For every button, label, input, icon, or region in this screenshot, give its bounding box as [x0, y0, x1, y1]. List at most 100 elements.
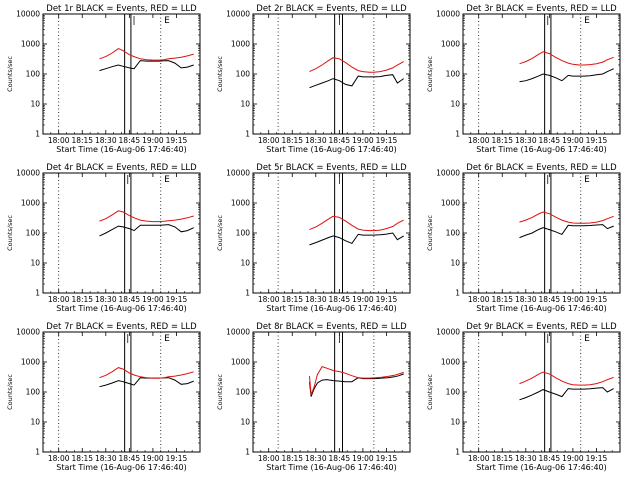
detector-panel-8: Det 8r BLACK = Events, RED = LLD 1 10 100 10…	[216, 322, 411, 472]
x-tick-label-3-5: 19:15	[586, 136, 608, 145]
y-tick-label-9-0: 1	[455, 448, 460, 457]
series-lld-line-7	[99, 367, 194, 379]
plot-frame-3	[462, 13, 621, 135]
x-tick-label-1-2: 18:30	[95, 136, 117, 145]
x-tick-label-7-2: 18:30	[95, 454, 117, 463]
series-lld-line-8	[309, 365, 404, 396]
x-tick-label-1-3: 18:45	[119, 136, 141, 145]
y-tick-label-1-4: 10000	[16, 10, 40, 19]
y-tick-label-9-4: 10000	[436, 328, 460, 337]
x-axis-label-7: Start Time (16-Aug-06 17:46:40)	[56, 463, 187, 472]
y-axis-label-1: Counts/sec	[6, 56, 14, 92]
y-tick-label-6-3: 1000	[441, 199, 460, 208]
panel-title-4: Det 4r BLACK = Events, RED = LLD	[46, 163, 197, 173]
x-axis-label-6: Start Time (16-Aug-06 17:46:40)	[476, 304, 607, 313]
x-tick-label-8-1: 18:15	[281, 454, 303, 463]
interval-box-3-0	[544, 13, 552, 135]
y-tick-label-8-3: 1000	[231, 358, 250, 367]
interval-box-6-0	[544, 172, 552, 294]
x-tick-label-7-1: 18:15	[71, 454, 93, 463]
series-events-line-1	[99, 60, 194, 72]
y-tick-label-1-3: 1000	[21, 40, 40, 49]
series-events-line-6	[519, 224, 614, 239]
y-axis-label-4: Counts/sec	[6, 215, 14, 251]
x-axis-label-5: Start Time (16-Aug-06 17:46:40)	[266, 304, 397, 313]
series-lld-line-1	[99, 48, 194, 61]
y-tick-label-5-4: 10000	[226, 169, 250, 178]
y-tick-label-3-0: 1	[455, 130, 460, 139]
detector-panel-4: Det 4r BLACK = Events, RED = LLD 1 10 100 10…	[6, 163, 201, 313]
y-tick-label-1-0: 1	[35, 130, 40, 139]
y-tick-label-6-0: 1	[455, 289, 460, 298]
x-tick-label-6-1: 18:15	[491, 295, 513, 304]
y-tick-label-2-4: 10000	[226, 10, 250, 19]
x-tick-label-3-3: 18:45	[539, 136, 561, 145]
x-tick-label-3-0: 18:00	[468, 136, 490, 145]
y-tick-label-7-4: 10000	[16, 328, 40, 337]
x-tick-label-9-4: 19:00	[562, 454, 584, 463]
x-tick-label-5-4: 19:00	[352, 295, 374, 304]
flag-label-7-0: |	[126, 334, 129, 344]
detector-panel-6: Det 6r BLACK = Events, RED = LLD 1 10 100 10…	[426, 163, 621, 313]
y-tick-label-3-2: 100	[446, 70, 461, 79]
x-tick-label-9-0: 18:00	[468, 454, 490, 463]
plot-frame-5	[252, 172, 411, 294]
y-axis-label-3: Counts/sec	[426, 56, 434, 92]
x-tick-label-6-2: 18:30	[515, 295, 537, 304]
flag-label-3-0: |	[546, 16, 549, 26]
x-axis-label-2: Start Time (16-Aug-06 17:46:40)	[266, 145, 397, 154]
plot-frame-6	[462, 172, 621, 294]
series-events-line-3	[519, 68, 614, 83]
plot-frame-7	[42, 331, 201, 453]
flag-label-8-0: |	[338, 334, 341, 344]
x-tick-label-7-0: 18:00	[48, 454, 70, 463]
interval-box-7-0	[124, 331, 132, 453]
flag-label-9-0: |	[546, 334, 549, 344]
flag-label-4-0: |	[126, 175, 129, 185]
x-axis-label-4: Start Time (16-Aug-06 17:46:40)	[56, 304, 187, 313]
x-tick-label-6-3: 18:45	[539, 295, 561, 304]
series-lld-line-4	[99, 210, 194, 223]
y-tick-label-9-2: 100	[446, 388, 461, 397]
x-tick-label-4-0: 18:00	[48, 295, 70, 304]
series-events-line-9	[519, 387, 614, 401]
flag-label-4-1: E	[164, 175, 170, 185]
y-tick-label-1-2: 100	[26, 70, 41, 79]
x-tick-label-5-0: 18:00	[258, 295, 280, 304]
flag-label-3-1: E	[584, 16, 590, 26]
x-tick-label-1-1: 18:15	[71, 136, 93, 145]
y-tick-label-9-1: 10	[450, 418, 460, 427]
y-tick-label-2-3: 1000	[231, 40, 250, 49]
panel-title-1: Det 1r BLACK = Events, RED = LLD	[46, 4, 197, 14]
x-tick-label-9-5: 19:15	[586, 454, 608, 463]
y-tick-label-5-3: 1000	[231, 199, 250, 208]
detector-panel-9: Det 9r BLACK = Events, RED = LLD 1 10 100 10…	[426, 322, 621, 472]
detector-panel-5: Det 5r BLACK = Events, RED = LLD 1 10 100 10…	[216, 163, 411, 313]
y-tick-label-9-3: 1000	[441, 358, 460, 367]
y-tick-label-6-2: 100	[446, 229, 461, 238]
x-tick-label-8-5: 19:15	[376, 454, 398, 463]
x-axis-label-3: Start Time (16-Aug-06 17:46:40)	[476, 145, 607, 154]
x-axis-label-8: Start Time (16-Aug-06 17:46:40)	[266, 463, 397, 472]
y-tick-label-4-0: 1	[35, 289, 40, 298]
y-tick-label-5-1: 10	[240, 259, 250, 268]
x-tick-label-2-4: 19:00	[352, 136, 374, 145]
y-tick-label-4-2: 100	[26, 229, 41, 238]
flag-label-5-0: |	[338, 175, 341, 185]
detector-panel-3: Det 3r BLACK = Events, RED = LLD 1 10 100 10…	[426, 4, 621, 154]
x-tick-label-2-0: 18:00	[258, 136, 280, 145]
panel-title-2: Det 2r BLACK = Events, RED = LLD	[256, 4, 407, 14]
x-axis-label-1: Start Time (16-Aug-06 17:46:40)	[56, 145, 187, 154]
x-tick-label-8-2: 18:30	[305, 454, 327, 463]
detector-panel-7: Det 7r BLACK = Events, RED = LLD 1 10 100 10…	[6, 322, 201, 472]
x-axis-label-9: Start Time (16-Aug-06 17:46:40)	[476, 463, 607, 472]
series-events-line-4	[99, 224, 194, 237]
x-tick-label-3-4: 19:00	[562, 136, 584, 145]
x-tick-label-5-1: 18:15	[281, 295, 303, 304]
panel-title-8: Det 8r BLACK = Events, RED = LLD	[256, 322, 407, 332]
x-tick-label-4-3: 18:45	[119, 295, 141, 304]
interval-box-8-0	[334, 331, 343, 453]
x-tick-label-5-3: 18:45	[329, 295, 351, 304]
